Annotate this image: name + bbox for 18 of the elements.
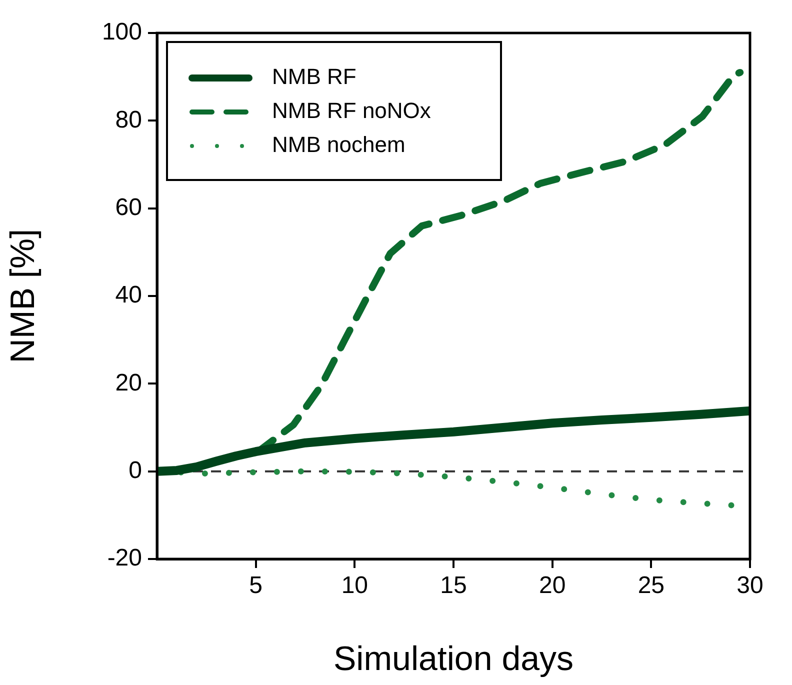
y-tick-label: 0 [128,456,142,484]
y-tick-label: 80 [115,106,142,134]
y-tick-label: 40 [115,282,142,309]
x-tick-label: 25 [638,572,665,600]
x-tick-label: 10 [341,572,368,600]
y-tick-label: -20 [107,544,142,572]
y-tick-label: 60 [115,194,142,221]
legend-label: NMB RF noNOx [272,98,431,124]
y-axis-title: NMB [%] [4,228,42,364]
x-tick-label: 15 [440,572,467,600]
legend-label: NMB nochem [272,132,406,158]
legend-label: NMB RF [272,64,356,90]
y-tick-label: 100 [102,18,142,46]
x-axis-title: Simulation days [333,640,574,678]
y-tick-label: 20 [115,369,142,396]
x-tick-label: 5 [249,572,263,600]
x-tick-label: 20 [538,572,566,600]
x-tick-label: 30 [736,572,764,600]
